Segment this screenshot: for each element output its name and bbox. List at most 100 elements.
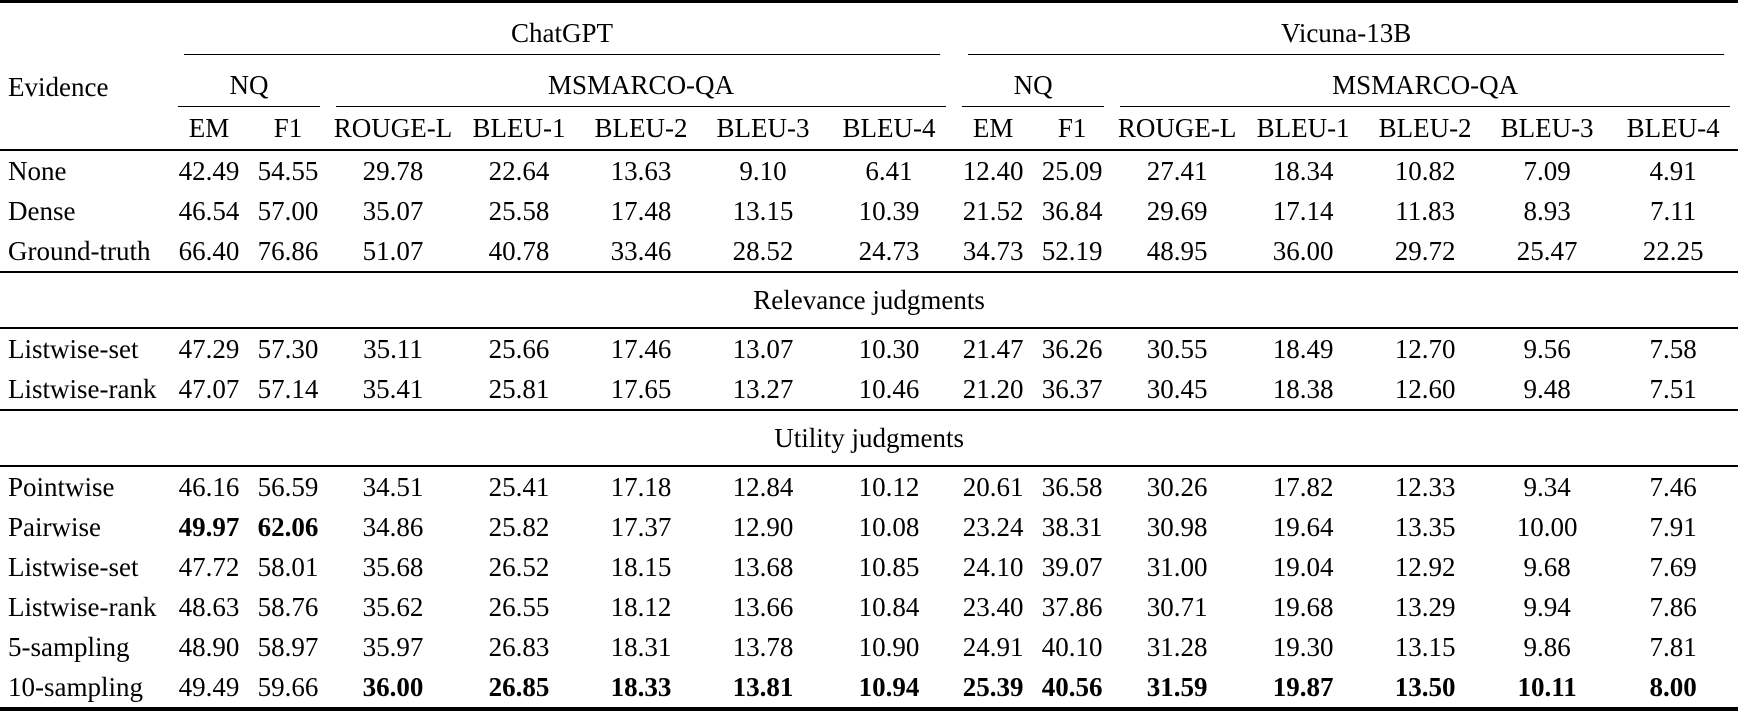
dataset-label-chatgpt-nq: NQ xyxy=(178,72,320,107)
table-row-pairwise: Pairwise 49.97 62.06 34.86 25.82 17.37 12.90 1… xyxy=(0,507,1738,547)
cell: 34.73 xyxy=(954,231,1033,273)
cell: 59.66 xyxy=(257,671,319,702)
dataset-header-vicuna-msmarco-qa: MSMARCO-QA xyxy=(1112,55,1738,107)
cell: 17.14 xyxy=(1272,195,1334,226)
cell: 35.68 xyxy=(362,551,424,582)
cell: 48.63 xyxy=(178,591,240,622)
cell: 17.48 xyxy=(610,195,672,226)
cell: 7.81 xyxy=(1649,631,1697,662)
cell: 19.68 xyxy=(1272,591,1334,622)
cell: 54.55 xyxy=(257,155,319,186)
dataset-header-chatgpt-msmarco-qa: MSMARCO-QA xyxy=(328,55,954,107)
cell: 7.09 xyxy=(1523,155,1571,186)
cell: 22.25 xyxy=(1608,231,1738,273)
stub-header-evidence: Evidence xyxy=(0,1,170,151)
cell: 21.20 xyxy=(954,369,1033,411)
cell: 26.83 xyxy=(488,631,550,662)
cell: 13.15 xyxy=(1394,631,1456,662)
cell: 18.12 xyxy=(610,591,672,622)
row-label: None xyxy=(8,155,67,186)
section-title: Utility judgments xyxy=(0,410,1738,467)
cell: 26.52 xyxy=(488,551,550,582)
cell: 76.86 xyxy=(248,231,328,273)
cell: 49.49 xyxy=(178,671,240,702)
metric-header-vicuna-bleu-2: BLEU-2 xyxy=(1364,107,1487,151)
cell: 10.12 xyxy=(858,471,920,502)
cell: 30.71 xyxy=(1146,591,1208,622)
cell: 47.72 xyxy=(178,551,240,582)
cell: 25.82 xyxy=(488,511,550,542)
cell: 23.40 xyxy=(962,591,1024,622)
metric-header-vicuna-bleu-1: BLEU-1 xyxy=(1242,107,1365,151)
cell: 7.51 xyxy=(1608,369,1738,411)
cell: 4.91 xyxy=(1649,155,1697,186)
cell: 9.34 xyxy=(1523,471,1571,502)
group-header-chatgpt: ChatGPT xyxy=(170,2,954,55)
cell: 13.15 xyxy=(732,195,794,226)
metric-header-chatgpt-bleu-3: BLEU-3 xyxy=(702,107,824,151)
cell: 9.56 xyxy=(1523,333,1571,364)
cell: 35.41 xyxy=(328,369,458,411)
cell: 10.82 xyxy=(1394,155,1456,186)
cell: 36.00 xyxy=(362,671,424,702)
cell: 31.28 xyxy=(1146,631,1208,662)
cell: 47.29 xyxy=(178,333,240,364)
cell: 12.92 xyxy=(1394,551,1456,582)
cell: 18.33 xyxy=(610,671,672,702)
cell: 9.94 xyxy=(1523,591,1571,622)
cell: 17.46 xyxy=(610,333,672,364)
cell: 26.55 xyxy=(488,591,550,622)
cell: 12.84 xyxy=(732,471,794,502)
cell: 12.33 xyxy=(1394,471,1456,502)
row-label: Listwise-set xyxy=(8,551,139,582)
cell: 40.10 xyxy=(1041,631,1103,662)
cell: 58.76 xyxy=(257,591,319,622)
cell: 35.07 xyxy=(362,195,424,226)
table-row-5-sampling: 5-sampling 48.90 58.97 35.97 26.83 18.31 13.7… xyxy=(0,627,1738,667)
cell: 49.97 xyxy=(178,511,240,542)
table-row-none: None 42.49 54.55 29.78 22.64 13.63 9.10 6.41 12… xyxy=(0,150,1738,191)
cell: 35.62 xyxy=(362,591,424,622)
cell: 35.97 xyxy=(362,631,424,662)
section-header-relevance-judgments: Relevance judgments xyxy=(0,272,1738,329)
cell: 40.56 xyxy=(1041,671,1103,702)
table-row-relevance-listwise-set: Listwise-set 47.29 57.30 35.11 25.66 17.46 13… xyxy=(0,328,1738,369)
dataset-header-chatgpt-nq: NQ xyxy=(170,55,328,107)
cell: 20.61 xyxy=(962,471,1024,502)
cell: 7.91 xyxy=(1649,511,1697,542)
cell: 9.86 xyxy=(1523,631,1571,662)
metric-header-chatgpt-rouge-l: ROUGE-L xyxy=(328,107,458,151)
cell: 10.00 xyxy=(1516,511,1578,542)
cell: 29.72 xyxy=(1364,231,1487,273)
cell: 35.11 xyxy=(363,333,423,364)
cell: 7.86 xyxy=(1649,591,1697,622)
cell: 10.46 xyxy=(824,369,955,411)
cell: 36.00 xyxy=(1242,231,1365,273)
cell: 58.01 xyxy=(257,551,319,582)
cell: 13.81 xyxy=(732,671,794,702)
cell: 10.90 xyxy=(858,631,920,662)
cell: 17.82 xyxy=(1272,471,1334,502)
table-row-pointwise: Pointwise 46.16 56.59 34.51 25.41 17.18 12.84… xyxy=(0,466,1738,507)
metric-header-vicuna-bleu-3: BLEU-3 xyxy=(1486,107,1609,151)
cell: 34.51 xyxy=(362,471,424,502)
metric-header-vicuna-f1: F1 xyxy=(1032,107,1113,151)
metric-header-row: EM F1 ROUGE-L BLEU-1 BLEU-2 BLEU-3 BLEU-… xyxy=(0,107,1738,151)
metric-header-vicuna-bleu-4: BLEU-4 xyxy=(1608,107,1738,151)
metric-header-chatgpt-bleu-1: BLEU-1 xyxy=(458,107,580,151)
cell: 31.00 xyxy=(1146,551,1208,582)
cell: 8.00 xyxy=(1649,671,1697,702)
metric-header-chatgpt-em: EM xyxy=(170,107,248,151)
cell: 36.37 xyxy=(1032,369,1113,411)
cell: 23.24 xyxy=(962,511,1024,542)
table-row-utility-listwise-set: Listwise-set 47.72 58.01 35.68 26.52 18.15 13… xyxy=(0,547,1738,587)
cell: 22.64 xyxy=(488,155,550,186)
table-row-dense: Dense 46.54 57.00 35.07 25.58 17.48 13.15 10.3… xyxy=(0,191,1738,231)
cell: 8.93 xyxy=(1523,195,1571,226)
cell: 30.26 xyxy=(1146,471,1208,502)
cell: 9.10 xyxy=(739,155,787,186)
cell: 19.87 xyxy=(1272,671,1334,702)
cell: 33.46 xyxy=(580,231,702,273)
cell: 18.15 xyxy=(610,551,672,582)
cell: 52.19 xyxy=(1032,231,1113,273)
